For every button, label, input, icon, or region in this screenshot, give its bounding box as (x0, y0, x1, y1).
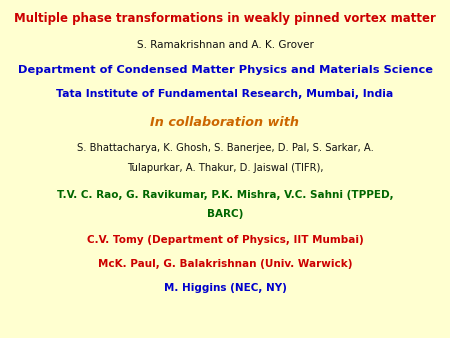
Text: M. Higgins (NEC, NY): M. Higgins (NEC, NY) (163, 283, 287, 293)
Text: Department of Condensed Matter Physics and Materials Science: Department of Condensed Matter Physics a… (18, 65, 432, 75)
Text: McK. Paul, G. Balakrishnan (Univ. Warwick): McK. Paul, G. Balakrishnan (Univ. Warwic… (98, 259, 352, 269)
Text: Multiple phase transformations in weakly pinned vortex matter: Multiple phase transformations in weakly… (14, 12, 436, 25)
Text: S. Bhattacharya, K. Ghosh, S. Banerjee, D. Pal, S. Sarkar, A.: S. Bhattacharya, K. Ghosh, S. Banerjee, … (76, 143, 373, 153)
Text: BARC): BARC) (207, 209, 243, 219)
Text: Tulapurkar, A. Thakur, D. Jaiswal (TIFR),: Tulapurkar, A. Thakur, D. Jaiswal (TIFR)… (127, 163, 323, 173)
Text: C.V. Tomy (Department of Physics, IIT Mumbai): C.V. Tomy (Department of Physics, IIT Mu… (86, 235, 364, 245)
Text: Tata Institute of Fundamental Research, Mumbai, India: Tata Institute of Fundamental Research, … (56, 89, 394, 99)
Text: S. Ramakrishnan and A. K. Grover: S. Ramakrishnan and A. K. Grover (136, 40, 314, 50)
Text: T.V. C. Rao, G. Ravikumar, P.K. Mishra, V.C. Sahni (TPPED,: T.V. C. Rao, G. Ravikumar, P.K. Mishra, … (57, 190, 393, 200)
Text: In collaboration with: In collaboration with (150, 116, 300, 129)
